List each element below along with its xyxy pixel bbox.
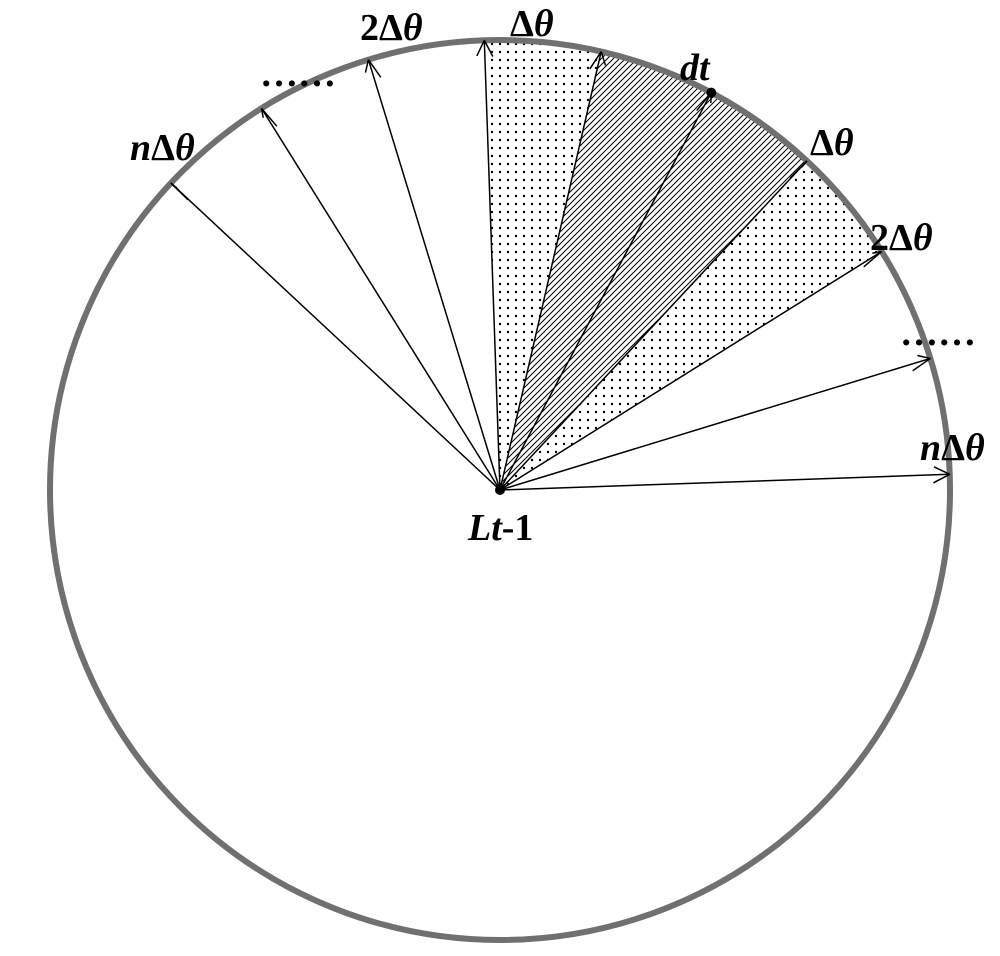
label: Δθ bbox=[810, 122, 854, 164]
radius-arrow bbox=[262, 108, 500, 490]
radius-arrow bbox=[500, 474, 950, 490]
radius-arrow bbox=[368, 60, 500, 490]
label: Δθ bbox=[510, 3, 554, 45]
label: 2Δθ bbox=[360, 7, 423, 49]
dt-point bbox=[706, 88, 716, 98]
label: …… bbox=[900, 312, 976, 354]
center-dot bbox=[495, 485, 505, 495]
label: 2Δθ bbox=[870, 217, 933, 259]
angular-sector-diagram: Lt-1 dt Δθ 2Δθ …… nΔθ Δθ 2Δθ …… nΔθ bbox=[0, 0, 1000, 956]
radius-arrow bbox=[171, 183, 500, 490]
label: …… bbox=[260, 53, 336, 95]
dt-label: dt bbox=[680, 47, 711, 89]
label: nΔθ bbox=[920, 427, 985, 469]
label: nΔθ bbox=[130, 127, 195, 169]
center-label: Lt-1 bbox=[467, 507, 533, 549]
